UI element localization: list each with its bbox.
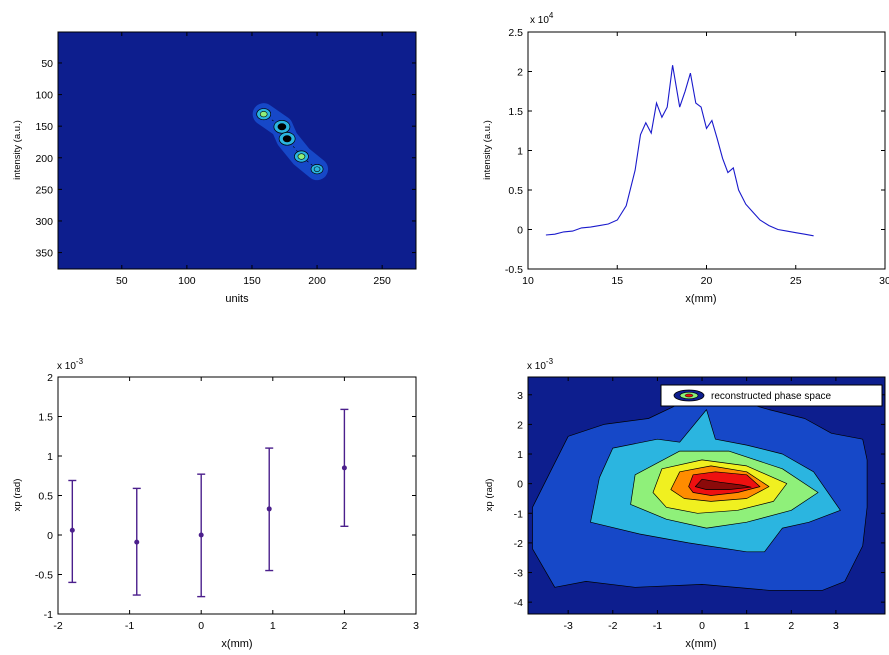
y-tick-label: 3 xyxy=(517,390,523,402)
x-tick-label: 30 xyxy=(879,275,889,287)
y-tick-label: 0.5 xyxy=(508,185,523,197)
x-tick-label: 15 xyxy=(611,275,623,287)
errorbar-panel: -2 -1 0 1 2 3-1-0.500.511.52 x 10-3 x(mm) xp … xyxy=(12,357,419,650)
error-bar-point xyxy=(265,447,274,572)
y-tick-label: 150 xyxy=(35,121,53,133)
x-axis-label: x(mm) xyxy=(685,293,716,305)
y-tick-label: 1 xyxy=(517,449,523,461)
data-point xyxy=(341,465,347,471)
y-tick-label: 1 xyxy=(47,451,53,463)
y-tick-label: 1.5 xyxy=(38,412,53,424)
data-point xyxy=(198,532,204,538)
plot-area xyxy=(57,376,417,615)
y-axis-label: intensity (a.u.) xyxy=(482,120,493,180)
intensity-spot-core xyxy=(313,166,321,172)
y-tick-label: -0.5 xyxy=(35,570,53,582)
x-tick-label: 0 xyxy=(699,620,705,632)
y-tick-label: -4 xyxy=(514,597,523,609)
x-tick-label: -3 xyxy=(563,620,572,632)
y-axis-label: intensity (a.u.) xyxy=(12,120,23,180)
x-tick-label: 2 xyxy=(788,620,794,632)
legend-label: reconstructed phase space xyxy=(711,391,832,402)
y-multiplier: x 10-3 xyxy=(57,357,84,372)
x-tick-label: -1 xyxy=(125,620,134,632)
legend: reconstructed phase space xyxy=(660,384,883,407)
intensity-spot-core xyxy=(297,153,306,160)
y-tick-label: 2.5 xyxy=(508,27,523,39)
y-tick-label: 1.5 xyxy=(508,106,523,118)
x-tick-label: 0 xyxy=(198,620,204,632)
x-tick-label: 1 xyxy=(744,620,750,632)
y-tick-label: -1 xyxy=(514,508,523,520)
x-tick-label: 3 xyxy=(833,620,839,632)
y-tick-label: 2 xyxy=(47,372,53,384)
y-tick-label: 50 xyxy=(41,58,53,70)
x-axis-label: x(mm) xyxy=(221,638,252,650)
y-tick-label: 1 xyxy=(517,146,523,158)
x-tick-label: 2 xyxy=(341,620,347,632)
y-tick-label: 0 xyxy=(517,225,523,237)
x-tick-label: 50 xyxy=(116,275,128,287)
x-tick-label: 1 xyxy=(270,620,276,632)
y-axis-label: xp (rad) xyxy=(12,479,23,512)
series-line xyxy=(545,65,814,237)
y-tick-label: 2 xyxy=(517,67,523,79)
x-tick-label: -2 xyxy=(53,620,62,632)
image-panel: 50 100 150 200 250 50 100 150 200 250 300 350 units… xyxy=(12,31,417,305)
x-tick-label: 20 xyxy=(701,275,713,287)
x-tick-label: 150 xyxy=(243,275,261,287)
x-tick-label: 100 xyxy=(178,275,196,287)
data-point xyxy=(134,539,140,545)
y-multiplier: x 10-3 xyxy=(527,357,554,372)
phase-space-panel: -3 -2 -1 0 1 2 3 -4 -3 -2 -1 0 1 2 3 reconstructed pha… xyxy=(484,357,886,650)
x-axis-label: x(mm) xyxy=(685,638,716,650)
x-tick-label: -1 xyxy=(653,620,662,632)
plot-area xyxy=(527,31,886,270)
x-tick-label: 10 xyxy=(522,275,534,287)
x-tick-label: 25 xyxy=(790,275,802,287)
y-tick-label: 2 xyxy=(517,419,523,431)
y-axis-label: xp (rad) xyxy=(484,479,495,512)
plot-area xyxy=(57,31,417,270)
intensity-spot-core xyxy=(259,111,268,118)
error-bar-point xyxy=(340,408,349,528)
profile-panel: 10 15 20 25 30 -0.5 0 0.5 1 1.5 2 2.5 x 104 x(mm) i… xyxy=(482,11,889,305)
x-tick-label: 3 xyxy=(413,620,419,632)
error-bar-point xyxy=(68,479,77,584)
y-tick-label: 300 xyxy=(35,216,53,228)
x-tick-label: 250 xyxy=(373,275,391,287)
y-tick-label: 350 xyxy=(35,248,53,260)
intensity-spot-core xyxy=(277,123,287,131)
y-tick-label: 100 xyxy=(35,90,53,102)
x-tick-label: -2 xyxy=(608,620,617,632)
data-point xyxy=(266,506,272,512)
y-tick-label: -0.5 xyxy=(505,264,523,276)
y-tick-label: 250 xyxy=(35,184,53,196)
y-tick-label: -1 xyxy=(44,609,53,621)
error-bar-point xyxy=(132,487,141,596)
error-bar-point xyxy=(197,473,206,598)
y-tick-label: 200 xyxy=(35,153,53,165)
y-tick-label: -3 xyxy=(514,568,523,580)
intensity-spot-core xyxy=(282,135,292,143)
y-tick-label: 0 xyxy=(517,479,523,491)
x-tick-label: 200 xyxy=(308,275,326,287)
x-axis-label: units xyxy=(225,293,249,305)
y-multiplier: x 104 xyxy=(530,11,554,26)
y-tick-label: -2 xyxy=(514,538,523,550)
y-tick-label: 0.5 xyxy=(38,491,53,503)
data-point xyxy=(69,527,75,533)
contour-level xyxy=(694,478,752,490)
y-tick-label: 0 xyxy=(47,530,53,542)
